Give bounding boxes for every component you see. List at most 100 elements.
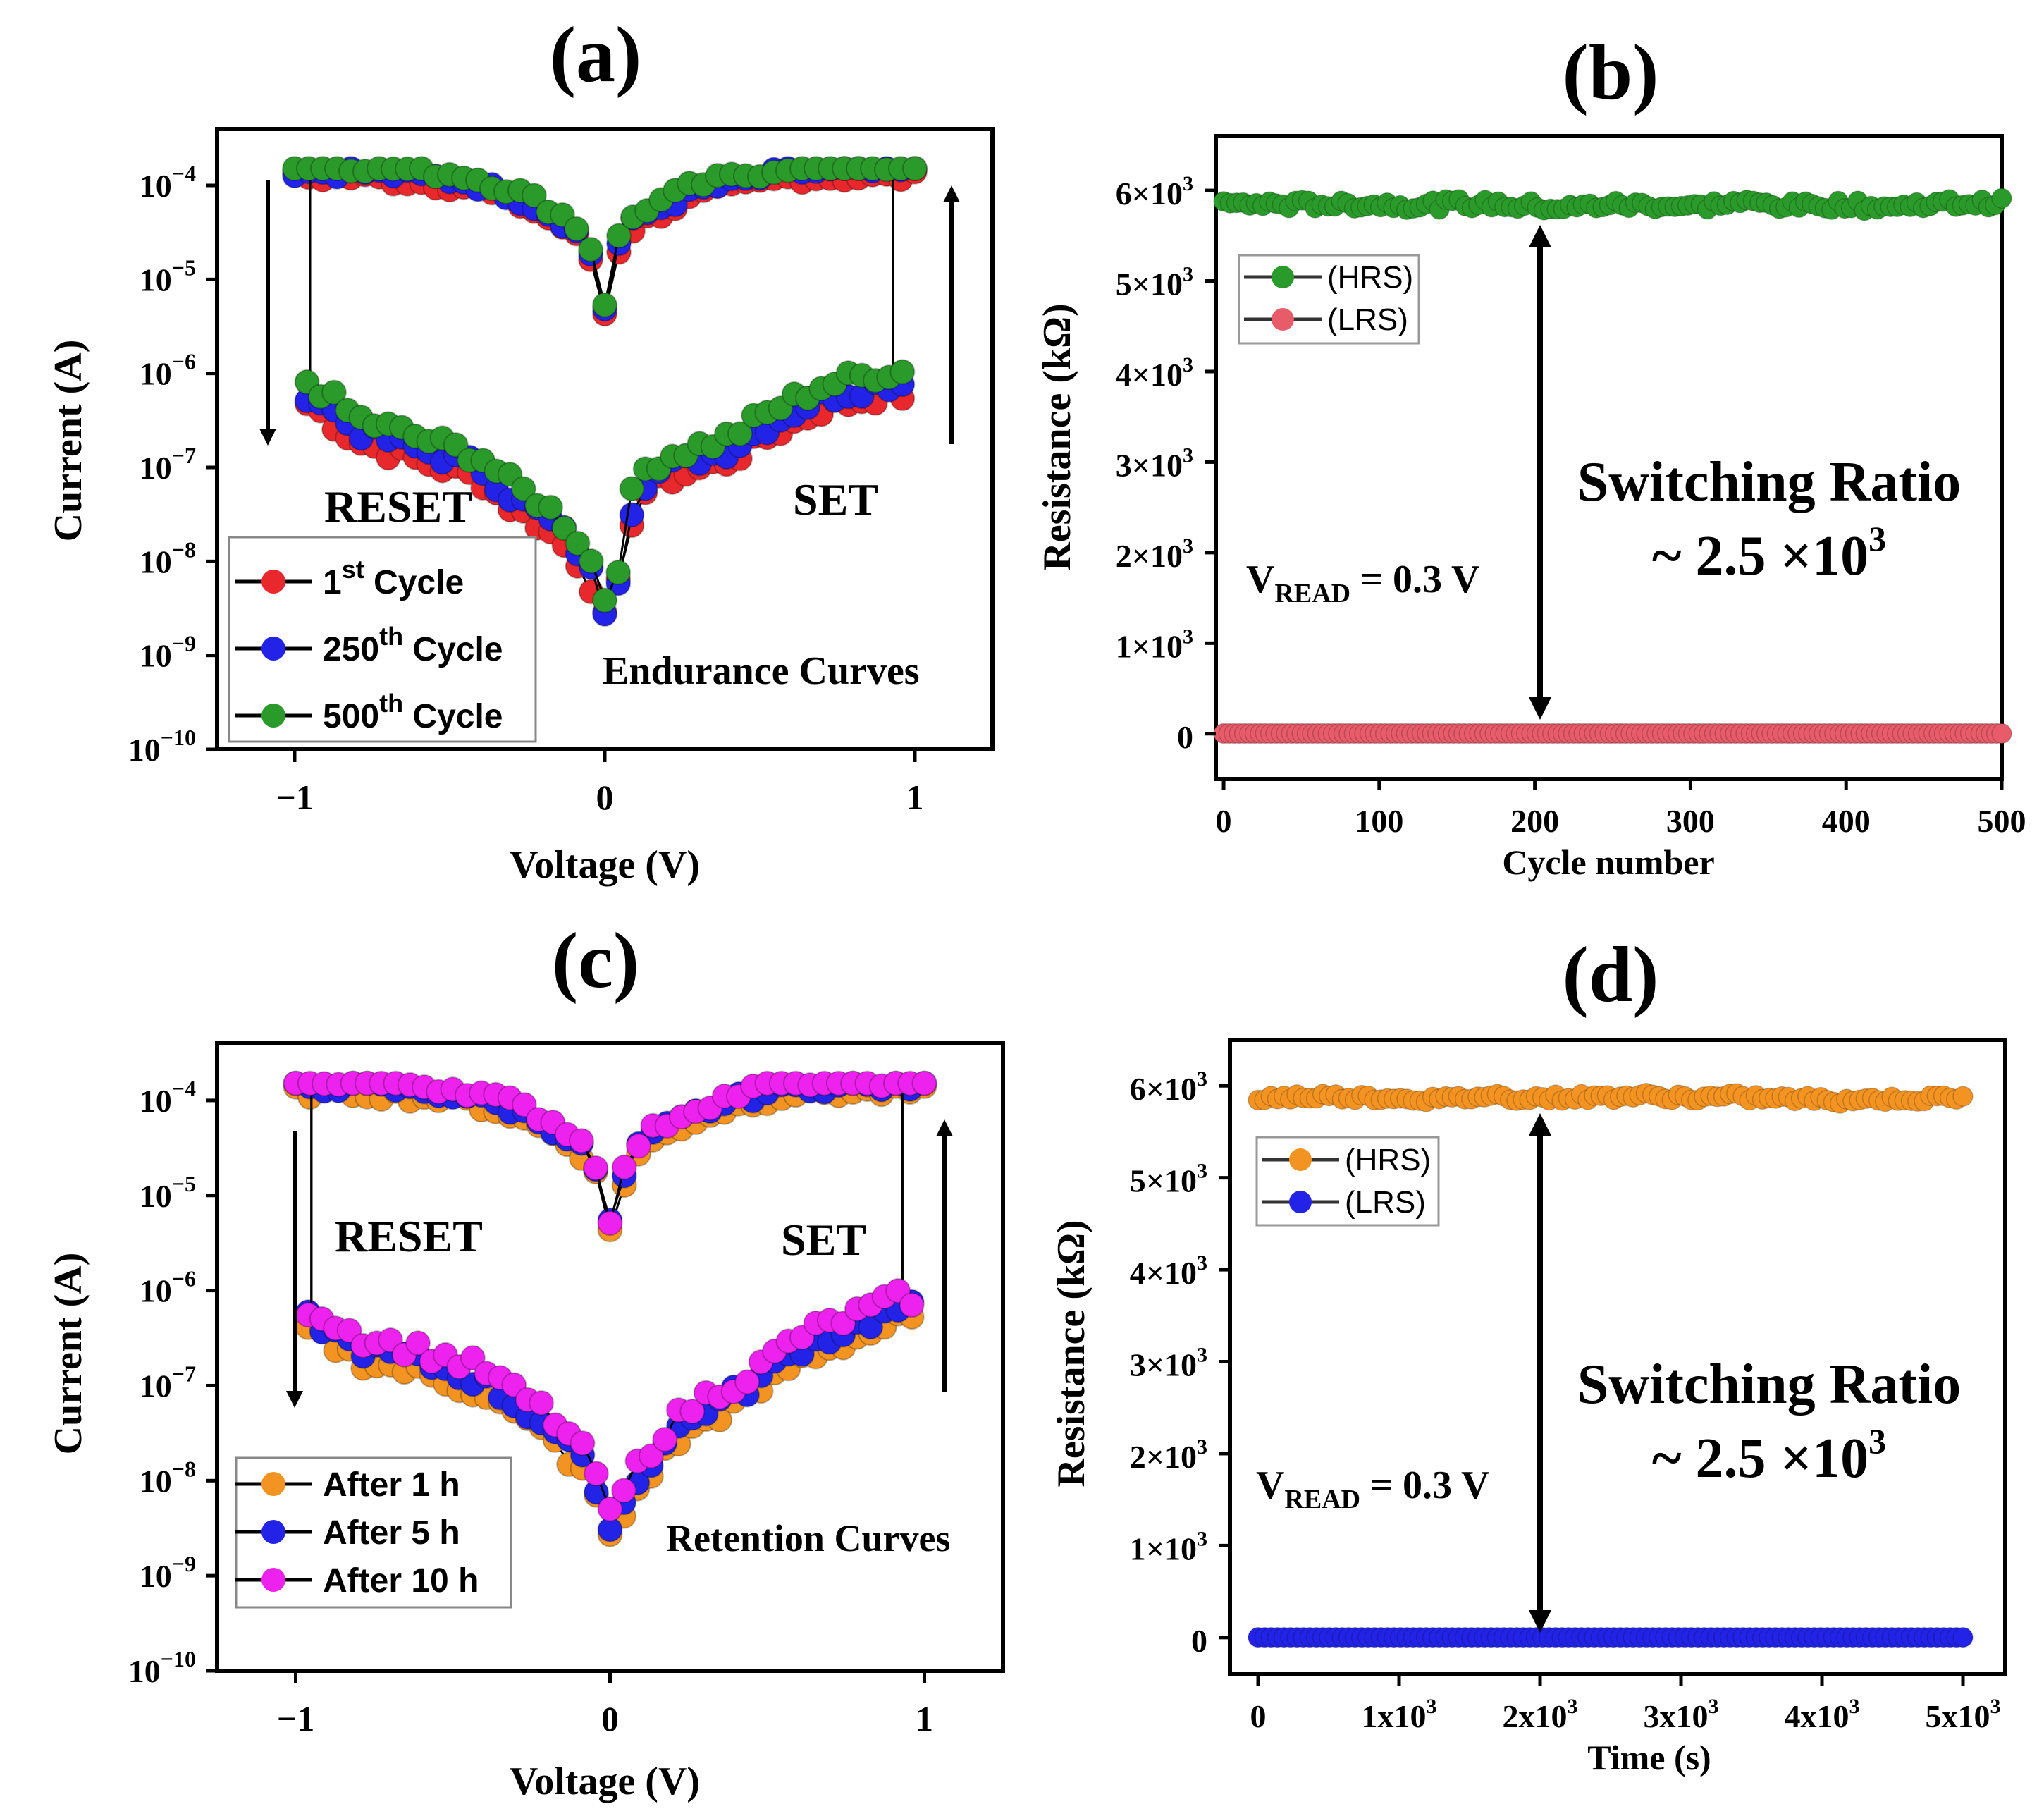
x-tick-label: 500	[1978, 803, 2026, 839]
reset-label-a: RESET	[324, 481, 472, 532]
y-tick-exp: −10	[161, 725, 196, 750]
y-tick-label: 6×103	[1116, 172, 1193, 211]
legend-label: (LRS)	[1327, 302, 1408, 337]
y-tick-exp: −8	[172, 536, 196, 562]
reset-label-c: RESET	[335, 1211, 483, 1261]
ratio-label-line2-b: ~ 2.5 ×103	[1652, 519, 1886, 587]
data-point	[652, 1426, 678, 1452]
panel-label-b: (b)	[1563, 29, 1659, 116]
y-tick-base: 0	[1191, 1623, 1207, 1659]
data-point	[597, 1210, 623, 1237]
panel-label-a: (a)	[550, 11, 642, 99]
data-point	[734, 1369, 761, 1395]
legend-marker	[261, 704, 285, 728]
y-tick-exp: 3	[1197, 1344, 1207, 1367]
x-tick-label: 0	[601, 1699, 619, 1738]
data-point	[902, 156, 928, 181]
data-point	[570, 1430, 596, 1456]
y-tick-exp: −7	[172, 1361, 196, 1386]
x-tick-base: 5x10	[1926, 1698, 1990, 1734]
x-axis-title-c: Voltage (V)	[510, 1760, 700, 1803]
y-tick-base: 10	[128, 1653, 161, 1689]
y-tick-label: 10−8	[140, 536, 196, 579]
y-tick-exp: 3	[1183, 263, 1193, 286]
y-tick-label: 10−5	[140, 1171, 196, 1214]
y-tick-label: 10−10	[128, 725, 196, 768]
data-point	[584, 1461, 609, 1487]
data-point	[529, 1390, 555, 1416]
y-tick-base: 3×10	[1130, 1347, 1197, 1383]
data-point	[605, 559, 632, 585]
x-axis-title-b: Cycle number	[1502, 842, 1714, 882]
x-tick-base: 1x10	[1362, 1698, 1427, 1734]
y-tick-label: 5×103	[1116, 263, 1193, 302]
legend-marker	[261, 1520, 285, 1544]
y-tick-base: 10	[140, 1178, 172, 1214]
x-tick-label: 4x103	[1785, 1695, 1860, 1734]
plot-frame-b	[1214, 134, 2004, 781]
y-tick-label: 0	[1191, 1623, 1207, 1659]
y-tick-exp: −5	[172, 254, 196, 280]
y-tick-base: 10	[140, 1463, 172, 1499]
y-tick-exp: 3	[1183, 443, 1193, 467]
data-point	[592, 587, 617, 613]
data-point	[679, 1399, 706, 1424]
y-tick-exp: −9	[172, 1551, 196, 1576]
y-tick-base: 5×10	[1116, 266, 1183, 302]
y-tick-label: 2×103	[1130, 1435, 1207, 1475]
data-point	[1952, 1626, 1974, 1648]
y-tick-exp: 3	[1197, 1160, 1207, 1183]
legend-label-base: 250	[323, 631, 379, 668]
y-tick-base: 10	[140, 356, 172, 392]
legend-marker	[1272, 266, 1294, 288]
x-axis-title-a: Voltage (V)	[510, 843, 700, 887]
y-axis-title-b: Resistance (kΩ)	[1035, 303, 1079, 570]
y-tick-label: 10−8	[140, 1456, 196, 1499]
x-tick-label: 200	[1510, 803, 1559, 839]
x-tick-exp: 3	[1709, 1695, 1719, 1718]
x-tick-label: −1	[277, 1699, 315, 1738]
x-tick-labels-b: 0 100 200 300 400 500	[1216, 779, 2026, 839]
legend-marker	[1289, 1191, 1312, 1213]
y-axis-title-a: Current (A)	[47, 340, 90, 542]
legend-d: (HRS) (LRS)	[1255, 1136, 1440, 1227]
series-500th-cycle	[282, 156, 928, 613]
chart-title-c: Retention Curves	[666, 1517, 950, 1559]
x-tick-label: 1	[906, 778, 924, 817]
x-tick-base: 2x10	[1503, 1698, 1568, 1734]
y-tick-base: 6×10	[1116, 176, 1183, 211]
y-tick-base: 2×10	[1116, 538, 1183, 574]
y-tick-label: 4×103	[1130, 1251, 1207, 1291]
y-tick-labels-c: 10−410−510−610−710−810−910−10	[128, 1076, 217, 1689]
data-point	[626, 1133, 651, 1159]
legend-label-sup: th	[379, 689, 403, 718]
data-point	[592, 292, 617, 318]
panel-label-d: (d)	[1563, 931, 1659, 1019]
series-hrs	[1248, 1082, 1974, 1114]
y-tick-base: 10	[140, 1083, 172, 1119]
y-tick-exp: −4	[172, 161, 196, 186]
x-tick-exp: 3	[1990, 1695, 2001, 1718]
y-tick-exp: 3	[1197, 1435, 1207, 1459]
y-tick-label: 10−4	[140, 161, 196, 204]
legend-marker	[261, 1472, 285, 1496]
y-tick-base: 10	[140, 168, 172, 204]
x-tick-label: 5x103	[1926, 1695, 2001, 1734]
y-tick-base: 10	[140, 544, 172, 579]
data-point	[606, 223, 632, 249]
set-label-a: SET	[793, 474, 878, 524]
data-point	[727, 421, 753, 447]
series-hrs	[1213, 188, 2012, 221]
legend-label-base: After 10 h	[323, 1562, 479, 1600]
data-point	[460, 1345, 486, 1370]
y-axis-title-d: Resistance (kΩ)	[1049, 1220, 1093, 1487]
legend-label-sup: st	[342, 555, 364, 584]
data-point	[443, 432, 469, 458]
y-tick-base: 6×10	[1130, 1071, 1197, 1107]
x-tick-exp: 3	[1849, 1695, 1860, 1718]
